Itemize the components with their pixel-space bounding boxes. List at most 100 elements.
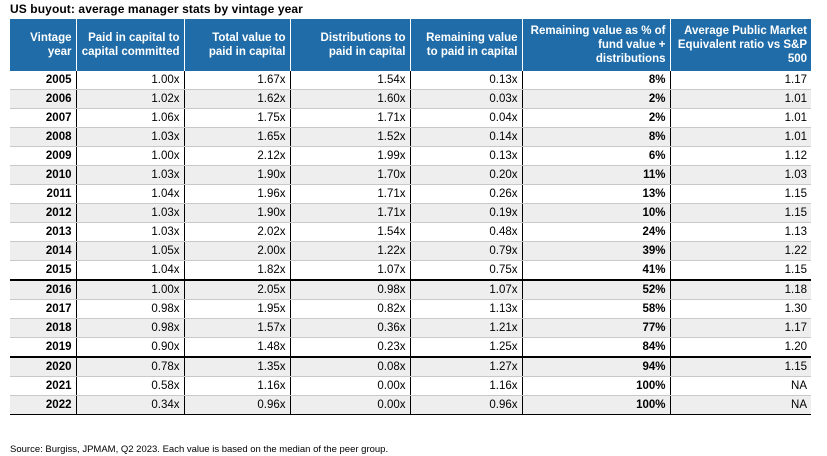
table-cell: 0.98x [75,299,184,319]
table-row: 2016 1.00x 2.05x 0.98x 1.07x 52% 1.18 [10,279,811,300]
table-cell: 0.90x [75,337,184,358]
table-cell: 1.15 [669,356,811,377]
table-cell: 1.62x [183,89,290,109]
table-row: 2009 1.00x 2.12x 1.99x 0.13x 6% 1.12 [10,146,811,166]
table-cell: 1.18 [669,279,811,300]
table-row: 2021 0.58x 1.16x 0.00x 1.16x 100% NA [10,376,811,396]
column-header: Vintage year [10,19,76,71]
table-cell: 1.13 [669,222,811,242]
table-row: 2008 1.03x 1.65x 1.52x 0.14x 8% 1.01 [10,127,811,147]
table-cell: 1.22 [669,241,811,261]
table-cell: 0.03x [409,89,522,109]
table-row: 2013 1.03x 2.02x 1.54x 0.48x 24% 1.13 [10,222,811,242]
table-cell: 1.03 [669,165,811,185]
table-row: 2019 0.90x 1.48x 0.23x 1.25x 84% 1.20 [10,337,811,358]
table-cell: 1.07x [409,279,522,300]
column-header: Total value to paid in capital [183,19,290,71]
table-cell: 6% [521,146,670,166]
column-header: Average Public Market Equivalent ratio v… [669,19,811,71]
table-cell: 1.03x [75,127,184,147]
vintage-year-cell: 2019 [10,337,76,358]
table-cell: 1.25x [409,337,522,358]
vintage-year-cell: 2014 [10,241,76,261]
table-cell: 1.15 [669,260,811,281]
table-cell: 1.21x [409,318,522,338]
table-cell: 2.05x [183,279,290,300]
table-row: 2020 0.78x 1.35x 0.08x 1.27x 94% 1.15 [10,356,811,377]
table-cell: 1.07x [289,260,410,281]
table-cell: 1.02x [75,89,184,109]
vintage-year-cell: 2012 [10,203,76,223]
vintage-year-cell: 2009 [10,146,76,166]
vintage-year-cell: 2007 [10,108,76,128]
table-cell: 1.65x [183,127,290,147]
table-cell: 1.67x [183,71,290,90]
table-cell: 0.04x [409,108,522,128]
vintage-year-cell: 2008 [10,127,76,147]
table-cell: 1.90x [183,165,290,185]
table-cell: 1.04x [75,260,184,281]
table-cell: 2.12x [183,146,290,166]
table-cell: 0.96x [183,395,290,415]
table-cell: 41% [521,260,670,281]
table-cell: 1.01 [669,108,811,128]
table-row: 2014 1.05x 2.00x 1.22x 0.79x 39% 1.22 [10,241,811,261]
table-cell: 1.00x [75,146,184,166]
vintage-year-cell: 2011 [10,184,76,204]
table-cell: 1.54x [289,71,410,90]
table-row: 2006 1.02x 1.62x 1.60x 0.03x 2% 1.01 [10,89,811,109]
vintage-year-cell: 2005 [10,71,76,90]
table-cell: 1.15 [669,184,811,204]
table-cell: 52% [521,279,670,300]
table-cell: 0.20x [409,165,522,185]
table-row: 2015 1.04x 1.82x 1.07x 0.75x 41% 1.15 [10,260,811,281]
table-cell: 0.13x [409,146,522,166]
table-cell: 100% [521,395,670,415]
vintage-year-cell: 2017 [10,299,76,319]
table-cell: 0.26x [409,184,522,204]
table-cell: 1.03x [75,222,184,242]
table-cell: 1.71x [289,184,410,204]
table-header-row: Vintage year Paid in capital to capital … [10,19,811,71]
table-cell: 0.58x [75,376,184,396]
table-cell: 2.02x [183,222,290,242]
vintage-year-cell: 2020 [10,356,76,377]
table-cell: 1.95x [183,299,290,319]
table-cell: 0.19x [409,203,522,223]
table-cell: 1.00x [75,279,184,300]
table-cell: 1.30 [669,299,811,319]
table-cell: 1.15 [669,203,811,223]
table-cell: 1.71x [289,203,410,223]
table-cell: 8% [521,71,670,90]
table-body: 2005 1.00x 1.67x 1.54x 0.13x 8% 1.17 2006 1.02x 1… [10,71,811,415]
vintage-year-cell: 2010 [10,165,76,185]
table-cell: 1.01 [669,127,811,147]
table-cell: 2.00x [183,241,290,261]
table-cell: 1.06x [75,108,184,128]
vintage-year-cell: 2018 [10,318,76,338]
table-cell: 0.98x [289,279,410,300]
table-cell: 58% [521,299,670,319]
vintage-year-cell: 2021 [10,376,76,396]
table-cell: 0.48x [409,222,522,242]
table-cell: 1.17 [669,318,811,338]
table-cell: 1.20 [669,337,811,358]
table-cell: 1.82x [183,260,290,281]
table-cell: NA [669,395,811,415]
table-cell: 0.13x [409,71,522,90]
table-cell: 1.99x [289,146,410,166]
table-cell: 0.36x [289,318,410,338]
table-cell: 0.75x [409,260,522,281]
table-cell: 1.01 [669,89,811,109]
table-cell: 0.14x [409,127,522,147]
table-cell: 1.70x [289,165,410,185]
table-cell: 1.54x [289,222,410,242]
vintage-year-cell: 2022 [10,395,76,415]
table-row: 2012 1.03x 1.90x 1.71x 0.19x 10% 1.15 [10,203,811,223]
source-note: Source: Burgiss, JPMAM, Q2 2023. Each va… [10,444,389,455]
column-header: Remaining value to paid in capital [409,19,522,71]
column-header: Remaining value as % of fund value + dis… [521,19,670,71]
table-cell: 1.13x [409,299,522,319]
table-cell: 2% [521,108,670,128]
table-cell: 100% [521,376,670,396]
